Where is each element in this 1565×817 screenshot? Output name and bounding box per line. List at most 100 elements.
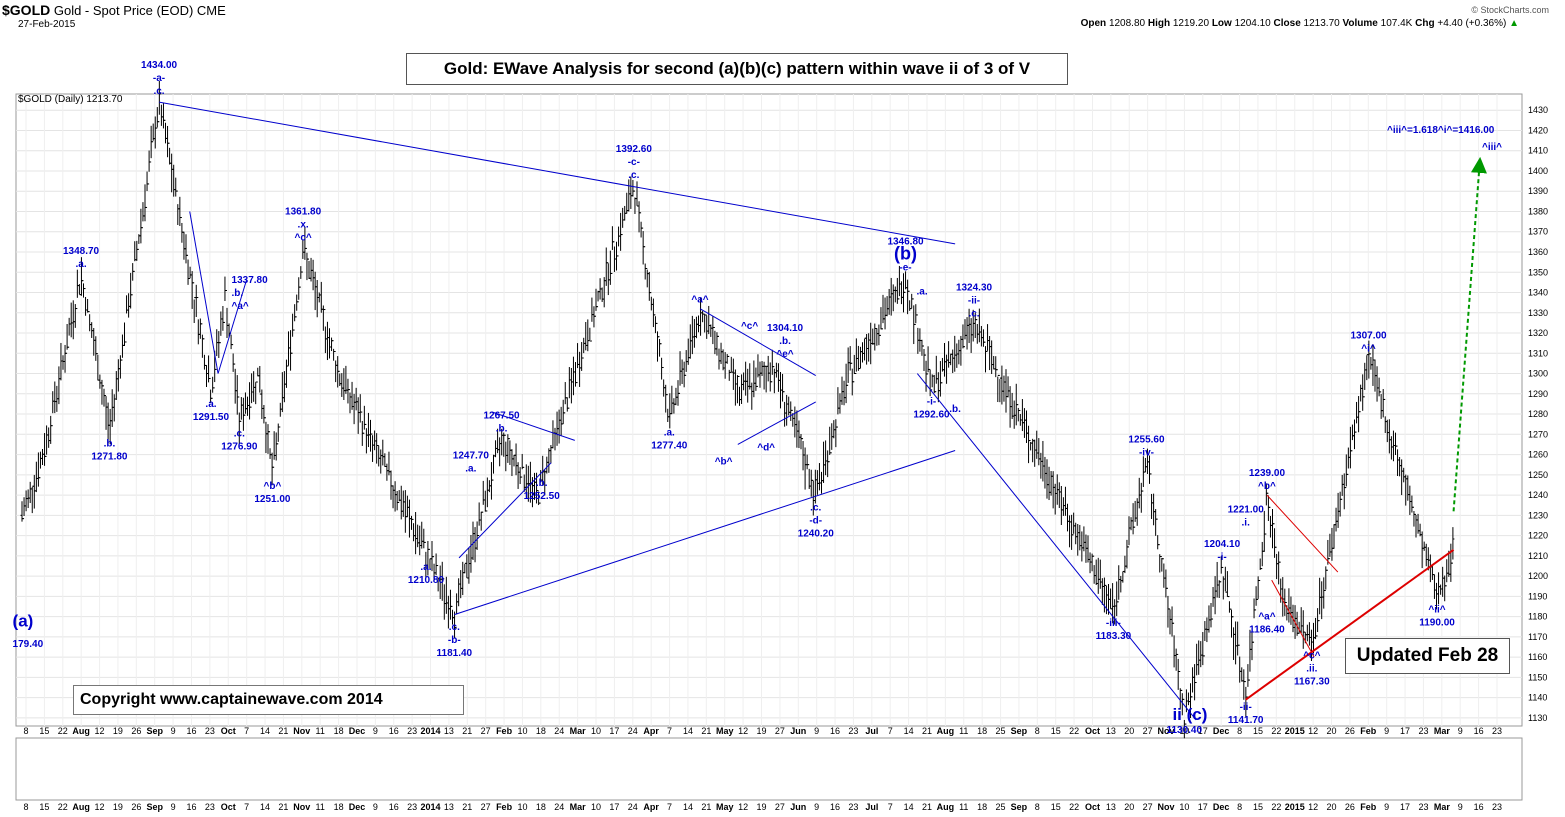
x-tick-label: 17 xyxy=(1400,726,1410,736)
y-tick-label: 1430 xyxy=(1528,105,1548,115)
x-tick-label-lower: 9 xyxy=(171,802,176,812)
wave-label: 1307.00 ^i^ xyxy=(1350,330,1387,354)
x-tick-label-lower: 26 xyxy=(1345,802,1355,812)
x-tick-label-lower: 9 xyxy=(814,802,819,812)
wave-label-text: -c- xyxy=(628,157,640,168)
wave-label-text: .c. xyxy=(968,308,979,319)
wave-label: .c. -d- 1240.20 xyxy=(798,503,835,540)
trend-line xyxy=(491,411,575,441)
y-tick-label: 1190 xyxy=(1528,591,1547,601)
y-tick-label: 1270 xyxy=(1528,429,1548,439)
wave-label: .a. 1210.80 xyxy=(408,562,445,586)
x-tick-label: Nov xyxy=(1158,726,1175,736)
x-tick-label-lower: Dec xyxy=(1213,802,1230,812)
wave-label: .b. 1252.50 xyxy=(524,478,561,502)
wave-label-text: 1190.00 xyxy=(1419,617,1455,628)
y-tick-label: 1390 xyxy=(1528,186,1548,196)
trend-line xyxy=(458,462,552,559)
x-tick-label: Aug xyxy=(72,726,90,736)
wave-label-text: 1291.50 xyxy=(193,412,230,423)
x-tick-label-lower: Mar xyxy=(1434,802,1451,812)
wave-label-text: .a. xyxy=(664,427,675,438)
x-tick-label-lower: 14 xyxy=(904,802,914,812)
x-tick-label: 13 xyxy=(1106,726,1116,736)
x-tick-label: 12 xyxy=(1308,726,1318,736)
trend-line xyxy=(189,211,219,374)
wave-label-text: 1240.20 xyxy=(798,529,835,540)
x-tick-label: 17 xyxy=(609,726,619,736)
y-tick-label: 1400 xyxy=(1528,166,1548,176)
x-tick-label-lower: 19 xyxy=(113,802,123,812)
wave-label-text: 1392.60 xyxy=(616,144,653,155)
y-tick-label: 1410 xyxy=(1528,146,1548,156)
y-tick-label: 1160 xyxy=(1528,652,1547,662)
x-tick-label: 19 xyxy=(756,726,766,736)
x-tick-label: 9 xyxy=(1384,726,1389,736)
wave-label-text: ^c^ xyxy=(294,232,311,243)
x-tick-label: 23 xyxy=(848,726,858,736)
x-tick-label: 21 xyxy=(278,726,288,736)
y-tick-label: 1170 xyxy=(1528,632,1547,642)
wave-label: 1247.70 .a. xyxy=(453,450,490,474)
trend-line xyxy=(1245,548,1455,701)
plot-area xyxy=(15,93,1523,727)
wave-label-text: .b. xyxy=(496,423,508,434)
wave-label-text: 1251.00 xyxy=(254,494,291,505)
x-tick-label-lower: 20 xyxy=(1327,802,1337,812)
trend-line xyxy=(699,308,816,376)
wave-label-text: .x. xyxy=(298,219,309,230)
wave-label-text: .c. xyxy=(449,622,460,633)
wave-label: .a. 1291.50 xyxy=(193,399,230,423)
wave-label-text: 1324.30 xyxy=(956,282,993,293)
x-tick-label-lower: 18 xyxy=(536,802,546,812)
x-tick-label-lower: 12 xyxy=(95,802,105,812)
wave-label: ^ii^ 1190.00 xyxy=(1419,604,1455,628)
x-tick-label: Apr xyxy=(643,726,659,736)
wave-label-text: -ii- xyxy=(968,295,980,306)
wave-label: 1348.70 .a. xyxy=(63,246,100,270)
x-tick-label-lower: Jun xyxy=(790,802,806,812)
volume-value: 107.4K xyxy=(1380,18,1413,29)
x-tick-label: 22 xyxy=(58,726,68,736)
x-tick-label: 19 xyxy=(113,726,123,736)
close-value: 1213.70 xyxy=(1303,18,1340,29)
wave-label: 1324.30 -ii- .c. xyxy=(956,282,993,319)
wave-label-text: -iv- xyxy=(1139,447,1154,458)
x-tick-label: Nov xyxy=(293,726,310,736)
x-tick-label-lower: 23 xyxy=(205,802,215,812)
x-tick-label: 27 xyxy=(481,726,491,736)
wave-label-text: .ii. xyxy=(1306,663,1317,674)
wave-label-text: 1348.70 xyxy=(63,246,100,257)
wave-label-text: 1346.80 xyxy=(887,237,924,248)
x-tick-label: May xyxy=(716,726,734,736)
wave-label: 1239.00 ^b^ xyxy=(1249,468,1286,492)
x-tick-label-lower: 12 xyxy=(1308,802,1318,812)
x-tick-label-lower: Mar xyxy=(570,802,587,812)
y-tick-label: 1320 xyxy=(1528,328,1548,338)
x-tick-label: 23 xyxy=(1418,726,1428,736)
x-tick-label: 27 xyxy=(1143,726,1153,736)
wave-label-text: .a. xyxy=(916,287,927,298)
high-value: 1219.20 xyxy=(1172,18,1210,29)
x-tick-label-lower: 27 xyxy=(481,802,491,812)
x-tick-label: Feb xyxy=(496,726,513,736)
wave-label-text: -ii- xyxy=(1240,702,1252,713)
wave-label: 1267.50 .b. xyxy=(483,410,520,434)
wave-label-text: 1304.10 xyxy=(767,323,804,334)
wave-label: ^d^ xyxy=(757,442,775,453)
chg-arrow-icon: ▲ xyxy=(1509,18,1519,29)
x-tick-label: 22 xyxy=(1069,726,1079,736)
wave-label-text: .b. xyxy=(104,439,116,450)
wave-label-text: 1239.00 xyxy=(1249,468,1286,479)
wave-label: 1337.80 .b. ^a^ xyxy=(232,275,269,312)
big-wave-label: (a) xyxy=(13,612,34,631)
x-tick-label-lower: 21 xyxy=(701,802,711,812)
x-tick-label-lower: 27 xyxy=(1143,802,1153,812)
y-tick-label: 1250 xyxy=(1528,470,1548,480)
y-tick-label: 1300 xyxy=(1528,369,1548,379)
x-tick-label-lower: 20 xyxy=(1124,802,1134,812)
x-tick-label: 18 xyxy=(334,726,344,736)
x-tick-label-lower: 13 xyxy=(1106,802,1116,812)
x-tick-label-lower: Feb xyxy=(1360,802,1377,812)
